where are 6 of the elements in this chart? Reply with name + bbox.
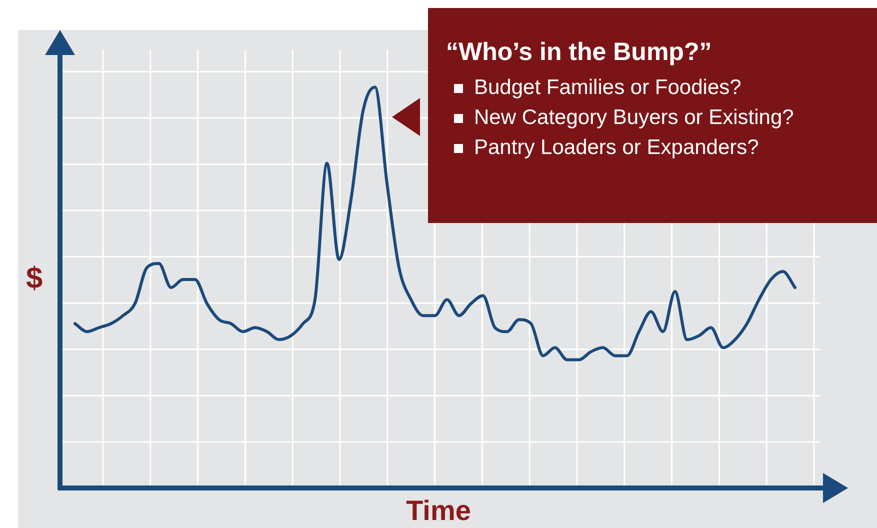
annotation: Budget Families or Foodies? [474,76,742,99]
y-axis-title: $ [26,262,43,296]
annotation: New Category Buyers or Existing? [474,106,794,129]
text: “Who’s in the Bump?” [446,38,713,67]
x-axis-title: Time [405,495,472,527]
annotation: Pantry Loaders or Expanders? [474,136,759,159]
